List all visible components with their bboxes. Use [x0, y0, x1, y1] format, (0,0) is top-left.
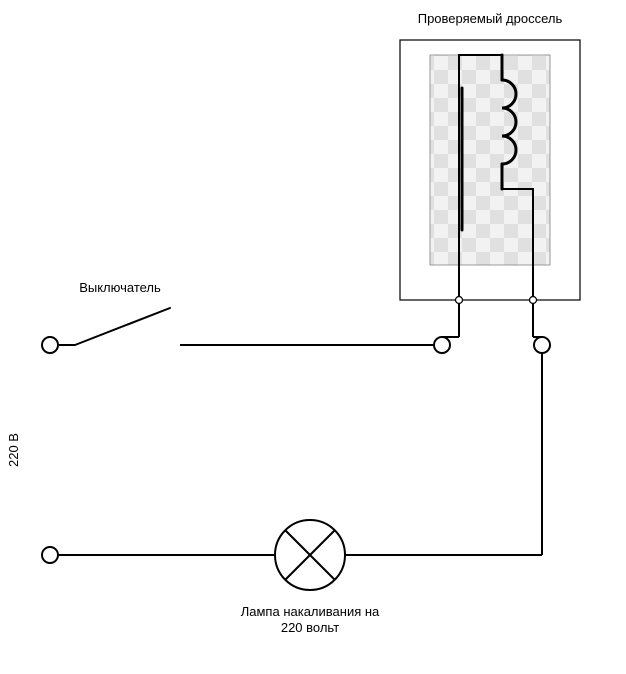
terminal-choke-right [534, 337, 550, 353]
choke-pin-right [530, 297, 537, 304]
source-terminal-top [42, 337, 58, 353]
lamp-label-line1: Лампа накаливания на [241, 604, 380, 619]
source-terminal-bottom [42, 547, 58, 563]
switch-blade [75, 308, 170, 345]
switch-label: Выключатель [79, 280, 161, 295]
voltage-label: 220 В [6, 433, 21, 467]
terminal-choke-left [434, 337, 450, 353]
choke-label: Проверяемый дроссель [418, 11, 563, 26]
lamp-label-line2: 220 вольт [281, 620, 339, 635]
choke-pin-left [456, 297, 463, 304]
